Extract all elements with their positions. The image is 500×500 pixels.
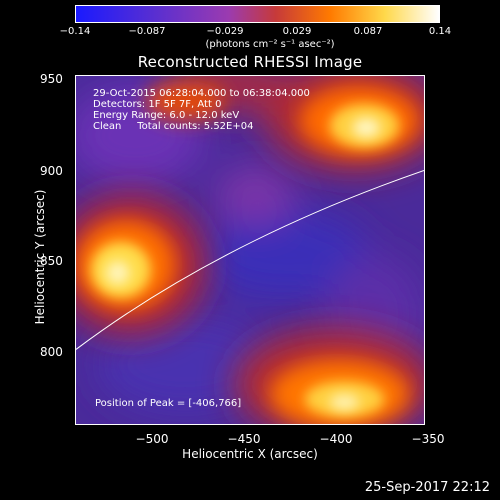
x-tick-label: −450 xyxy=(227,432,261,446)
y-tick-label: 850 xyxy=(40,254,63,268)
colorbar-tick-label: 0.14 xyxy=(428,26,452,37)
colorbar xyxy=(75,5,440,23)
y-tick-label: 950 xyxy=(40,72,63,86)
info-clean-counts: Clean Total counts: 5.52E+04 xyxy=(93,121,254,132)
colorbar-gradient xyxy=(75,5,440,23)
x-axis-label: Heliocentric X (arcsec) xyxy=(182,447,318,461)
colorbar-tick-label: 0.087 xyxy=(353,26,383,37)
peak-position-label: Position of Peak = [-406,766] xyxy=(95,398,242,409)
colorbar-unit-label: (photons cm⁻² s⁻¹ asec⁻²) xyxy=(205,39,335,50)
colorbar-tick-label: −0.14 xyxy=(59,26,91,37)
y-tick-label: 900 xyxy=(40,164,63,178)
solar-limb-line xyxy=(76,169,424,350)
colorbar-tick-label: 0.029 xyxy=(282,26,312,37)
footer-timestamp: 25-Sep-2017 22:12 xyxy=(364,480,490,495)
colorbar-tick-label: −0.087 xyxy=(128,26,166,37)
info-energy-range: Energy Range: 6.0 - 12.0 keV xyxy=(93,110,240,121)
rhessi-image-map xyxy=(76,76,424,424)
y-axis-label: Heliocentric Y (arcsec) xyxy=(33,189,47,325)
plot-title: Reconstructed RHESSI Image xyxy=(137,53,363,71)
x-tick-label: −400 xyxy=(319,432,353,446)
rhessi-image-plot xyxy=(75,75,425,425)
x-tick-label: −350 xyxy=(411,432,445,446)
colorbar-tick-label: −0.029 xyxy=(206,26,244,37)
x-tick-label: −500 xyxy=(135,432,169,446)
info-detectors: Detectors: 1F 5F 7F, Att 0 xyxy=(93,99,222,110)
y-tick-label: 800 xyxy=(40,345,63,359)
info-time-range: 29-Oct-2015 06:28:04.000 to 06:38:04.000 xyxy=(93,88,310,99)
